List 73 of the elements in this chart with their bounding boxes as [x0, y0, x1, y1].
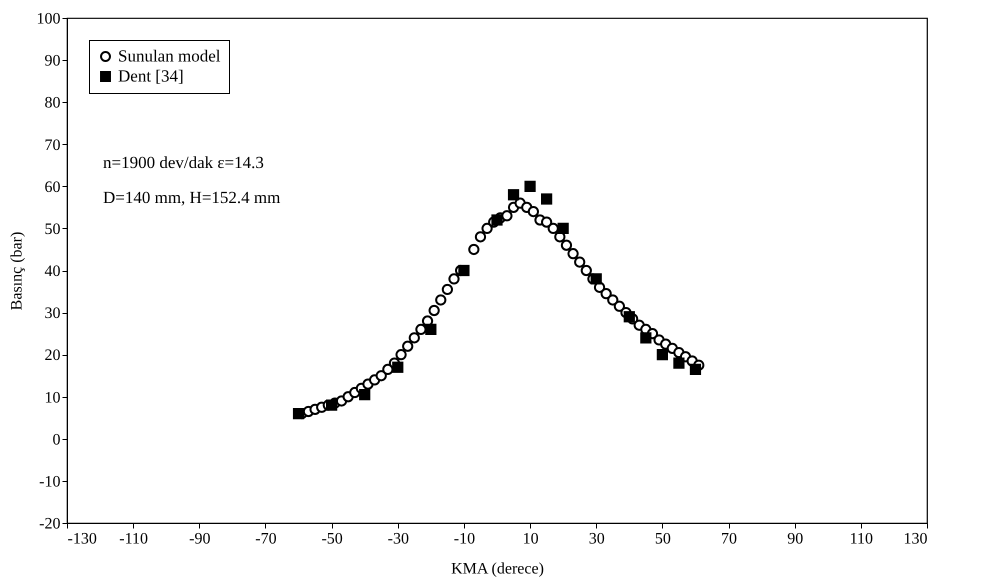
- legend-label: Sunulan model: [118, 46, 221, 66]
- x-tick-label: 130: [904, 530, 928, 548]
- y-tick-label: 0: [52, 431, 60, 448]
- point: [528, 206, 539, 218]
- point: [614, 300, 625, 312]
- point: [395, 349, 407, 360]
- y-tick-label: 50: [44, 220, 60, 238]
- x-tick-label: 90: [787, 530, 804, 548]
- point: [607, 294, 618, 306]
- y-axis-title: Basınç (bar): [8, 232, 26, 310]
- point: [408, 332, 420, 344]
- point: [640, 332, 652, 344]
- annotation: D=140 mm, H=152.4 mm: [103, 188, 280, 207]
- x-tick-label: 70: [721, 530, 738, 548]
- point: [590, 273, 602, 285]
- point: [690, 364, 702, 376]
- point: [558, 222, 569, 234]
- x-tick-label: 110: [850, 530, 874, 548]
- point: [673, 357, 685, 369]
- legend-label: Dent [34]: [118, 66, 184, 86]
- point: [481, 222, 493, 234]
- point: [376, 370, 387, 382]
- point: [474, 231, 486, 242]
- point: [567, 248, 579, 260]
- x-tick-label: -30: [388, 530, 409, 548]
- y-tick-label: 70: [44, 136, 60, 154]
- x-tick-label: 30: [588, 530, 605, 548]
- point: [326, 400, 338, 411]
- point: [442, 284, 453, 296]
- point: [541, 216, 552, 228]
- point: [541, 193, 552, 205]
- point: [501, 210, 513, 222]
- point: [292, 408, 304, 420]
- point: [468, 244, 480, 256]
- point: [600, 288, 612, 300]
- y-tick-label: 40: [44, 263, 60, 280]
- point: [580, 264, 592, 276]
- y-tick-label: 60: [44, 178, 60, 196]
- y-tick-label: 30: [44, 305, 60, 322]
- y-tick-label: -20: [39, 516, 60, 532]
- point: [392, 362, 404, 373]
- y-tick-label: 100: [36, 10, 60, 28]
- x-tick-label: 10: [522, 530, 539, 548]
- point: [508, 189, 520, 200]
- x-tick-label: -90: [189, 530, 210, 548]
- point: [574, 256, 586, 268]
- point: [402, 340, 414, 352]
- annotation: n=1900 dev/dak ε=14.3: [103, 153, 264, 172]
- point: [415, 324, 427, 336]
- point: [448, 273, 460, 285]
- point: [560, 240, 572, 251]
- point: [548, 222, 559, 234]
- x-tick-label: -70: [255, 530, 277, 548]
- y-tick-label: 90: [44, 52, 60, 70]
- y-tick-label: 20: [44, 347, 60, 364]
- point: [656, 349, 668, 360]
- point: [425, 324, 436, 336]
- point: [458, 264, 470, 276]
- x-tick-label: -50: [321, 530, 343, 548]
- point: [359, 389, 370, 400]
- x-tick-label: -130: [68, 530, 97, 548]
- y-tick-label: 80: [44, 94, 60, 112]
- x-tick-label: -110: [119, 530, 148, 548]
- y-tick-label: 10: [44, 389, 60, 406]
- point: [524, 180, 536, 192]
- y-tick-label: -10: [39, 473, 60, 490]
- point: [491, 214, 503, 226]
- x-axis-title: KMA (derece): [451, 560, 544, 578]
- point: [624, 311, 635, 322]
- x-tick-label: -10: [454, 530, 476, 548]
- point: [428, 304, 440, 316]
- x-tick-label: 50: [654, 530, 671, 548]
- point: [435, 294, 446, 306]
